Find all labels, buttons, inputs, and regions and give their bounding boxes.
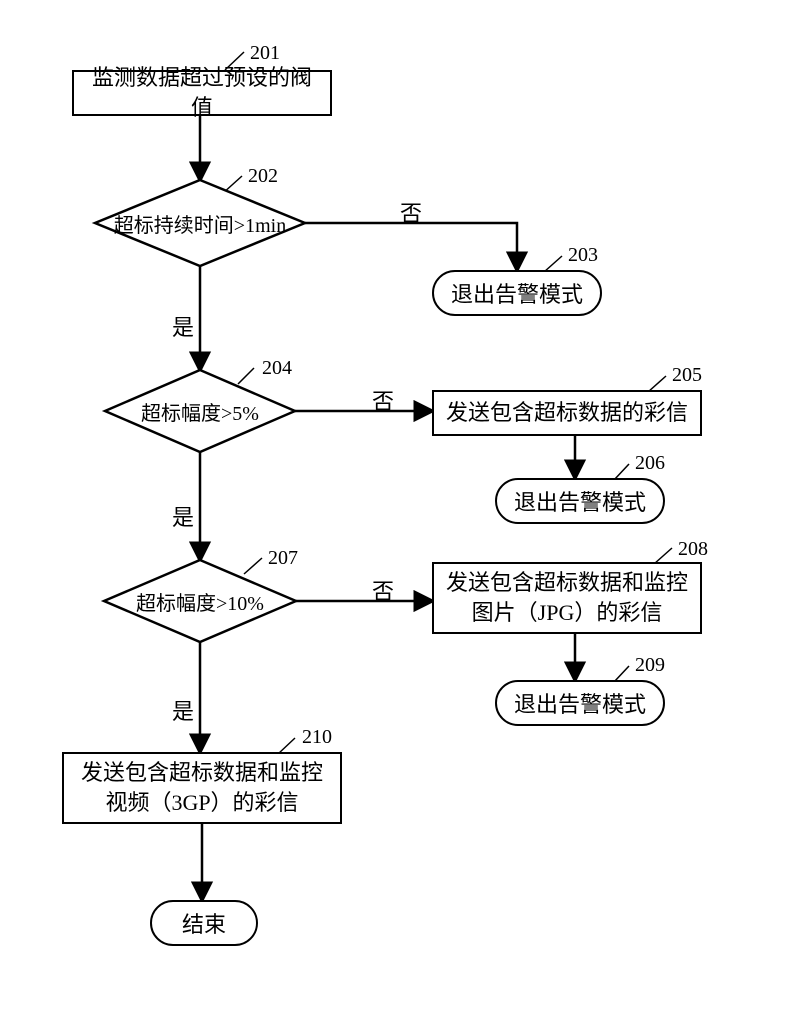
process-208: 发送包含超标数据和监控图片（JPG）的彩信 [432,562,702,634]
process-201: 监测数据超过预设的阀值 [72,70,332,116]
process-210: 发送包含超标数据和监控视频（3GP）的彩信 [62,752,342,824]
callout-205: 205 [672,364,702,387]
edge-label-yes-3: 是 [172,694,194,726]
process-205: 发送包含超标数据的彩信 [432,390,702,436]
callout-204: 204 [262,357,292,380]
callout-209: 209 [635,654,665,677]
node-text: 退出告警模式 [451,277,583,309]
terminator-209: 退出告警模式 [495,680,665,726]
node-text: 退出告警模式 [514,485,646,517]
node-text: 超标幅度>5% [141,397,259,426]
edges-layer [0,0,800,1013]
node-text: 发送包含超标数据和监控图片（JPG）的彩信 [442,568,692,627]
edge-label-yes-1: 是 [172,310,194,342]
callout-201: 201 [250,42,280,65]
callout-208: 208 [678,538,708,561]
flowchart-canvas: 监测数据超过预设的阀值 超标持续时间>1min 退出告警模式 超标幅度>5% 发… [0,0,800,1013]
callout-206: 206 [635,452,665,475]
node-text: 发送包含超标数据和监控视频（3GP）的彩信 [72,758,332,817]
edge-label-yes-2: 是 [172,500,194,532]
terminator-203: 退出告警模式 [432,270,602,316]
decision-202: 超标持续时间>1min [95,180,305,266]
terminator-end: 结束 [150,900,258,946]
terminator-206: 退出告警模式 [495,478,665,524]
callout-207: 207 [268,547,298,570]
node-text: 退出告警模式 [514,687,646,719]
edge-label-no-3: 否 [372,574,394,606]
callout-202: 202 [248,165,278,188]
node-text: 结束 [182,907,226,939]
callout-210: 210 [302,726,332,749]
decision-207: 超标幅度>10% [104,560,296,642]
node-text: 超标持续时间>1min [114,209,286,238]
node-text: 超标幅度>10% [136,587,264,616]
edge-label-no-2: 否 [372,384,394,416]
edge-label-no-1: 否 [400,196,422,228]
node-text: 监测数据超过预设的阀值 [82,63,322,122]
callout-203: 203 [568,244,598,267]
node-text: 发送包含超标数据的彩信 [446,398,688,428]
decision-204: 超标幅度>5% [105,370,295,452]
